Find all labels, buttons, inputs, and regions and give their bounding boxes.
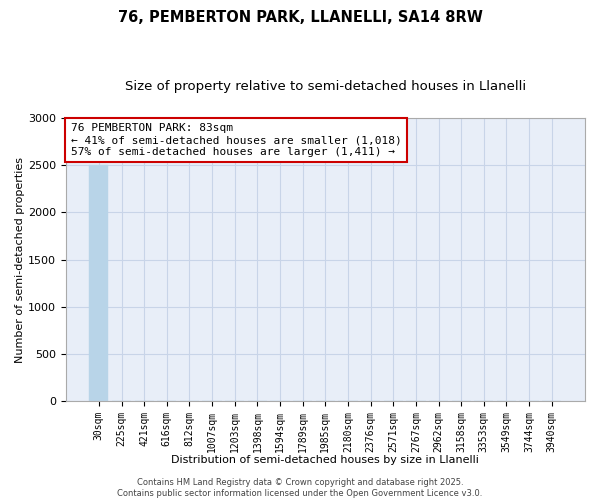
Text: Contains HM Land Registry data © Crown copyright and database right 2025.
Contai: Contains HM Land Registry data © Crown c… bbox=[118, 478, 482, 498]
Text: 76, PEMBERTON PARK, LLANELLI, SA14 8RW: 76, PEMBERTON PARK, LLANELLI, SA14 8RW bbox=[118, 10, 482, 25]
Text: 76 PEMBERTON PARK: 83sqm
← 41% of semi-detached houses are smaller (1,018)
57% o: 76 PEMBERTON PARK: 83sqm ← 41% of semi-d… bbox=[71, 124, 401, 156]
X-axis label: Distribution of semi-detached houses by size in Llanelli: Distribution of semi-detached houses by … bbox=[172, 455, 479, 465]
Y-axis label: Number of semi-detached properties: Number of semi-detached properties bbox=[15, 156, 25, 362]
Bar bbox=[89, 165, 109, 402]
Title: Size of property relative to semi-detached houses in Llanelli: Size of property relative to semi-detach… bbox=[125, 80, 526, 93]
